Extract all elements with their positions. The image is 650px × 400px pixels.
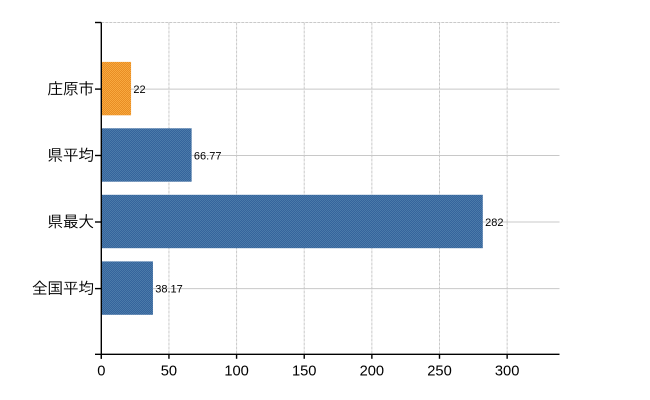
svg-text:200: 200 <box>360 363 385 379</box>
svg-text:100: 100 <box>224 363 249 379</box>
svg-text:66.77: 66.77 <box>194 150 222 162</box>
svg-text:282: 282 <box>485 217 503 229</box>
svg-text:50: 50 <box>161 363 177 379</box>
svg-text:250: 250 <box>427 363 452 379</box>
svg-text:300: 300 <box>495 363 520 379</box>
svg-text:0: 0 <box>97 363 105 379</box>
svg-text:150: 150 <box>292 363 317 379</box>
svg-text:38.17: 38.17 <box>155 284 183 296</box>
svg-text:22: 22 <box>133 84 145 96</box>
